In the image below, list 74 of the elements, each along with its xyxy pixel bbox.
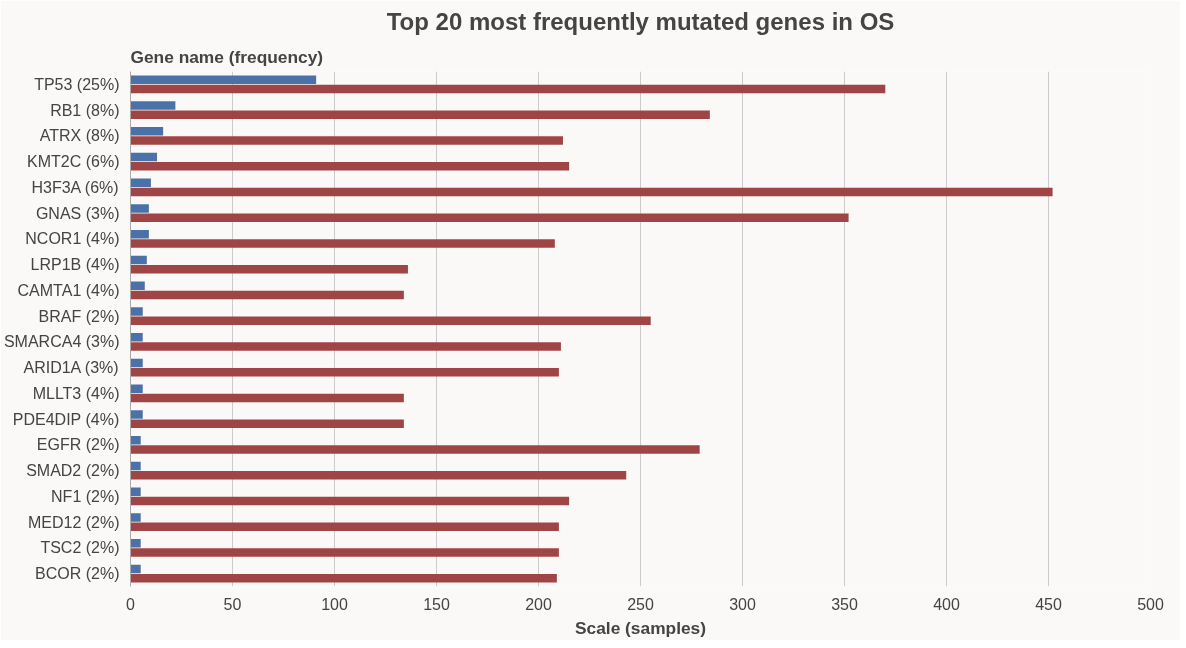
y-tick-label: ARID1A (3%) xyxy=(23,359,119,377)
bar xyxy=(130,564,141,574)
x-tick-label: 400 xyxy=(933,595,960,613)
x-axis-title: Scale (samples) xyxy=(575,617,706,638)
y-tick-label: SMARCA4 (3%) xyxy=(3,333,120,351)
bar xyxy=(130,393,404,403)
y-tick-label: EGFR (2%) xyxy=(36,436,120,454)
y-tick-label: TP53 (25%) xyxy=(34,75,120,93)
bar xyxy=(130,358,143,368)
bar xyxy=(130,368,559,377)
bar xyxy=(130,281,145,290)
y-tick-label: MLLT3 (4%) xyxy=(32,384,120,402)
bar xyxy=(130,307,143,316)
x-tick-label: 150 xyxy=(423,595,450,613)
bar xyxy=(130,213,849,222)
bar xyxy=(130,187,1053,197)
bar xyxy=(130,342,561,351)
bar xyxy=(130,204,149,213)
y-tick-label: NCOR1 (4%) xyxy=(25,230,120,248)
y-tick-label: LRP1B (4%) xyxy=(30,256,120,274)
bar xyxy=(130,178,151,187)
y-tick-label: H3F3A (6%) xyxy=(31,178,119,196)
y-tick-label: RB1 (8%) xyxy=(50,101,120,119)
bar xyxy=(130,539,141,548)
x-tick-label: 50 xyxy=(223,595,242,613)
y-tick-label: CAMTA1 (4%) xyxy=(17,281,120,299)
y-tick-label: MED12 (2%) xyxy=(27,513,120,531)
bar xyxy=(130,513,141,522)
x-tick-label: 300 xyxy=(729,595,756,613)
bar xyxy=(130,127,164,136)
x-tick-label: 0 xyxy=(126,595,136,613)
y-tick-label: SMAD2 (2%) xyxy=(26,462,120,480)
bar xyxy=(130,101,176,110)
bar xyxy=(130,75,317,84)
bar xyxy=(130,290,404,300)
bar xyxy=(130,239,555,248)
bar xyxy=(130,471,627,480)
bar xyxy=(130,84,886,94)
x-tick-label: 100 xyxy=(321,595,348,613)
bar xyxy=(130,152,158,162)
y-tick-label: ATRX (8%) xyxy=(39,127,120,145)
y-axis-title: Gene name (frequency) xyxy=(130,46,324,67)
y-tick-label: BRAF (2%) xyxy=(38,307,120,325)
bar xyxy=(130,255,147,265)
bar xyxy=(130,410,143,419)
bar xyxy=(130,487,141,496)
bar xyxy=(130,333,143,342)
chart-title: Top 20 most frequently mutated genes in OS xyxy=(386,7,895,35)
bar xyxy=(130,265,408,274)
bar xyxy=(130,574,557,583)
bar xyxy=(130,548,559,557)
bar xyxy=(130,384,143,393)
y-tick-label: BCOR (2%) xyxy=(35,565,120,583)
bar xyxy=(130,496,570,506)
x-tick-label: 450 xyxy=(1035,595,1062,613)
y-tick-label: TSC2 (2%) xyxy=(40,539,120,557)
bar xyxy=(130,445,700,454)
bar xyxy=(130,436,141,445)
bar xyxy=(130,419,404,428)
y-tick-label: NF1 (2%) xyxy=(51,487,120,505)
bar xyxy=(130,316,651,325)
x-tick-label: 250 xyxy=(627,595,654,613)
x-tick-label: 500 xyxy=(1137,595,1164,613)
y-tick-label: KMT2C (6%) xyxy=(27,153,120,171)
bar xyxy=(130,162,570,171)
bar xyxy=(130,136,563,145)
bar xyxy=(130,522,559,531)
x-tick-label: 350 xyxy=(831,595,858,613)
bar xyxy=(130,230,149,239)
bar xyxy=(130,110,710,119)
bar xyxy=(130,461,141,471)
y-tick-label: PDE4DIP (4%) xyxy=(12,410,120,428)
y-tick-label: GNAS (3%) xyxy=(35,204,120,222)
x-tick-label: 200 xyxy=(525,595,552,613)
